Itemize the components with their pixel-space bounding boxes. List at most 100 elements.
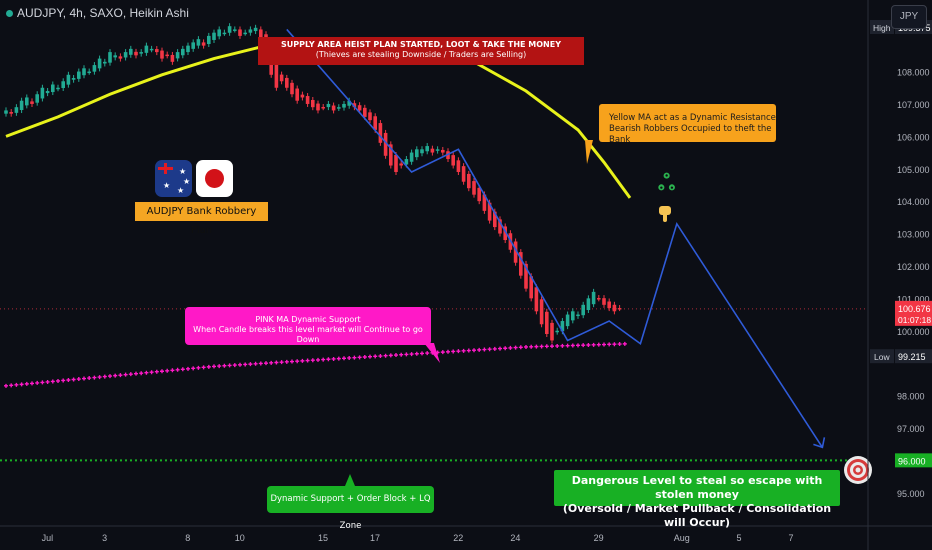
price-tick-label: 104.000	[897, 197, 930, 207]
pink-ma-point	[196, 365, 201, 370]
time-tick-label: 3	[102, 533, 107, 543]
candle	[35, 94, 39, 103]
candle	[487, 202, 492, 221]
pink-ma-point	[555, 343, 560, 348]
candle	[82, 68, 86, 76]
candle	[181, 48, 185, 56]
pink-ma-point	[446, 349, 450, 354]
candle	[331, 105, 336, 111]
pink-ma-point	[97, 375, 102, 380]
candle	[253, 27, 258, 32]
pink-ma-point	[160, 369, 164, 374]
pink-ma-point	[550, 344, 554, 349]
pink-ma-point	[388, 353, 393, 358]
candle	[285, 77, 289, 88]
candle	[342, 103, 346, 108]
pink-ma-point	[617, 342, 622, 347]
time-tick-label: 7	[788, 533, 793, 543]
candle	[602, 298, 606, 305]
pink-ma-point	[149, 370, 154, 375]
pink-ma-point	[534, 344, 539, 349]
level-value-bg	[895, 453, 932, 468]
pink-ma-point	[108, 374, 112, 379]
pink-ma-point	[175, 367, 180, 372]
pink-ma-point	[40, 380, 45, 385]
pink-ma-point	[71, 377, 76, 382]
candle	[217, 29, 221, 37]
pink-ma-point	[373, 354, 378, 359]
candle	[118, 56, 123, 59]
candle	[612, 304, 617, 312]
candle	[545, 311, 549, 334]
candle	[222, 32, 227, 35]
symbol-title[interactable]: AUDJPY, 4h, SAXO, Heikin Ashi	[6, 6, 189, 20]
candle	[409, 152, 414, 162]
pink-ma-point	[82, 376, 86, 381]
time-tick-label: 5	[736, 533, 741, 543]
candle	[493, 211, 497, 228]
pink-ma-point	[113, 373, 118, 378]
candle	[108, 52, 112, 63]
candle	[300, 94, 305, 98]
pink-ma-point	[139, 371, 144, 376]
candle	[290, 82, 294, 95]
supply-area-annotation: SUPPLY AREA HEIST PLAN STARTED, LOOT & T…	[258, 37, 584, 65]
candle	[555, 330, 559, 333]
candle	[513, 241, 518, 263]
pink-ma-point	[342, 356, 346, 361]
pink-ma-point	[92, 375, 97, 380]
yellow-ma-annotation: Yellow MA act as a Dynamic Resistance Be…	[599, 104, 776, 145]
candle	[160, 50, 164, 59]
time-tick-label: 17	[370, 533, 380, 543]
time-tick-label: 22	[453, 533, 463, 543]
candle	[539, 299, 544, 325]
pink-ma-point	[326, 357, 331, 362]
pink-ma-point	[316, 357, 320, 362]
candle	[139, 52, 143, 54]
pink-ma-point	[61, 378, 66, 383]
pink-ma-point	[581, 343, 586, 348]
candle	[305, 96, 310, 104]
pink-ma-point	[248, 362, 253, 367]
current-price-bg	[895, 300, 932, 326]
price-tick-label: 100.000	[897, 327, 930, 337]
target-icon	[855, 467, 861, 473]
pink-ma-point	[570, 343, 575, 348]
low-value-bg	[895, 349, 932, 364]
pink-ma-point	[310, 358, 315, 363]
candle	[30, 101, 34, 104]
candle	[103, 61, 107, 64]
time-tick-label: 8	[185, 533, 190, 543]
candle	[524, 263, 528, 289]
projection-path	[286, 28, 824, 448]
candle	[149, 48, 154, 51]
candle	[97, 58, 102, 69]
candle	[451, 155, 455, 166]
pink-ma-point	[487, 347, 492, 352]
candle	[155, 49, 159, 53]
pink-ma-point	[180, 367, 185, 372]
candle	[175, 52, 180, 59]
candle	[191, 42, 195, 49]
candle	[368, 112, 372, 121]
currency-button[interactable]: JPY	[891, 5, 927, 29]
candle	[243, 32, 247, 35]
candle	[25, 97, 29, 106]
pink-ma-point	[217, 364, 222, 369]
pink-ma-point	[243, 362, 248, 367]
candle	[40, 87, 45, 99]
candle	[77, 71, 81, 79]
pink-ma-point	[586, 343, 591, 348]
candle	[196, 39, 201, 46]
candle	[326, 103, 331, 108]
supply-line1: SUPPLY AREA HEIST PLAN STARTED, LOOT & T…	[281, 40, 561, 49]
candle	[4, 110, 8, 114]
candle	[597, 298, 601, 300]
pink-ma-point	[222, 363, 227, 368]
candle	[461, 166, 466, 182]
low-tag-bg	[870, 349, 894, 364]
pink-ma-point	[154, 369, 159, 374]
candle	[212, 32, 216, 40]
candle	[201, 42, 206, 46]
